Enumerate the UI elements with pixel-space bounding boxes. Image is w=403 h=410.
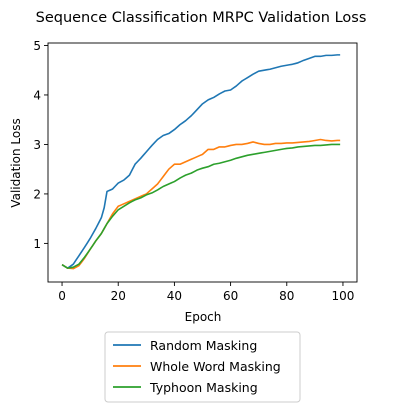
x-tick-label: 60: [223, 289, 238, 303]
series-line-whole-word-masking: [61, 138, 341, 270]
legend-label-whole-word-masking: Whole Word Masking: [150, 359, 281, 374]
y-axis-ticks: 1 2 3 4 5: [33, 39, 48, 251]
x-tick-label: 20: [111, 289, 126, 303]
legend-label-random-masking: Random Masking: [150, 338, 257, 353]
legend-label-typhoon-masking: Typhoon Masking: [149, 380, 258, 395]
x-axis-label: Epoch: [185, 310, 222, 324]
x-tick-label: 0: [58, 289, 66, 303]
y-tick-label: 5: [33, 39, 41, 53]
legend-box: [104, 331, 301, 403]
y-tick-label: 2: [33, 187, 41, 201]
x-tick-label: 40: [167, 289, 182, 303]
y-tick-label: 4: [33, 88, 41, 102]
x-tick-label: 80: [279, 289, 294, 303]
plot-area: [61, 54, 341, 270]
axes-frame: [47, 42, 358, 283]
chart-title: Sequence Classification MRPC Validation …: [36, 10, 367, 26]
y-axis-label: Validation Loss: [9, 118, 23, 207]
series-line-random-masking: [61, 54, 341, 269]
x-tick-label: 100: [332, 289, 355, 303]
legend: Random Masking Whole Word Masking Typhoo…: [104, 331, 301, 403]
y-tick-label: 3: [33, 138, 41, 152]
series-line-typhoon-masking: [61, 143, 341, 269]
x-axis-ticks: 0 20 40 60 80 100: [58, 282, 354, 303]
y-tick-label: 1: [33, 237, 41, 251]
